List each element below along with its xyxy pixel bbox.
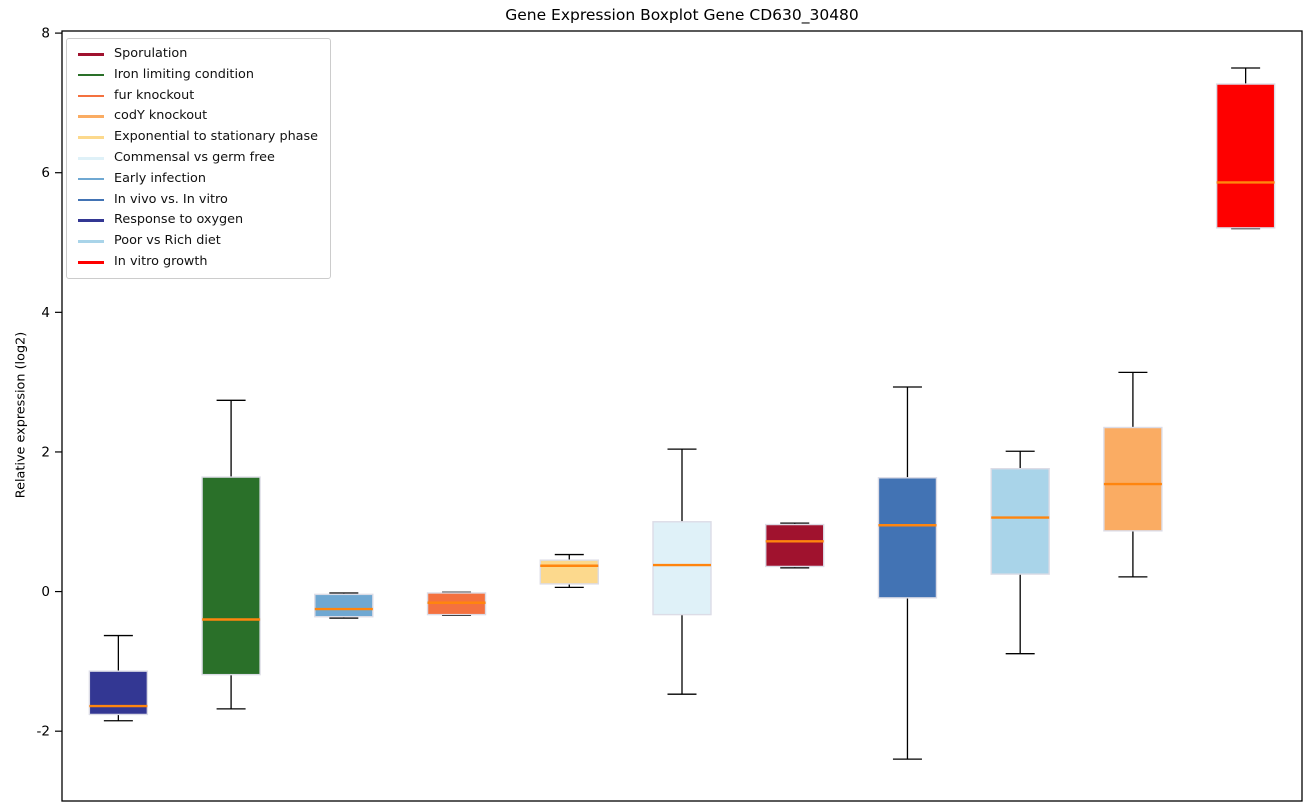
y-tick-label: 8 [41, 26, 50, 42]
legend-swatch-line [78, 177, 104, 181]
legend-label: fur knockout [114, 87, 195, 103]
box-in-vitro-growth [1215, 83, 1276, 229]
legend-item: Sporulation [78, 44, 318, 65]
box-response-to-oxygen [88, 670, 149, 716]
box-commensal-vs-germ-free [652, 521, 712, 616]
box-iron-limiting-condition [201, 476, 261, 676]
plot-frame [61, 30, 1303, 802]
legend-label: In vitro growth [114, 253, 208, 269]
y-tick-label: 2 [41, 444, 50, 460]
legend-item: Early infection [78, 169, 318, 190]
y-tick-label: -2 [37, 724, 50, 740]
legend-swatch-line [78, 240, 104, 243]
legend: Sporulation Iron limiting condition fur kn… [66, 38, 332, 279]
box-poor-vs-rich-diet [990, 468, 1050, 575]
legend-item: In vitro growth [78, 252, 318, 273]
legend-swatch-line [78, 157, 104, 160]
legend-item: In vivo vs. In vitro [78, 190, 318, 211]
y-axis-label: Relative expression (log2) [13, 331, 29, 499]
legend-swatch-line [78, 115, 104, 119]
y-tick-label: 6 [41, 165, 50, 181]
legend-label: In vivo vs. In vitro [114, 191, 228, 207]
legend-label: Response to oxygen [114, 212, 244, 228]
legend-item: codY knockout [78, 106, 318, 127]
legend-item: Poor vs Rich diet [78, 231, 318, 252]
legend-swatch-line [78, 136, 104, 139]
legend-swatch-line [78, 94, 104, 98]
y-tick-label: 4 [41, 305, 50, 321]
legend-label: Early infection [114, 170, 206, 186]
legend-swatch-line [78, 261, 104, 264]
box-early-infection [314, 593, 374, 618]
legend-label: codY knockout [114, 108, 208, 124]
legend-item: Response to oxygen [78, 210, 318, 231]
box-sporulation [765, 523, 825, 568]
legend-swatch-line [78, 198, 104, 202]
y-tick-label: 0 [41, 584, 50, 600]
legend-label: Iron limiting condition [114, 66, 254, 82]
box-in-vivo-vs-in-vitro [877, 477, 938, 599]
legend-label: Poor vs Rich diet [114, 233, 221, 249]
chart-title: Gene Expression Boxplot Gene CD630_30480 [505, 6, 859, 24]
legend-item: Iron limiting condition [78, 65, 318, 86]
box-exponential-to-stationary-phase [539, 559, 599, 585]
legend-item: Commensal vs germ free [78, 148, 318, 169]
legend-label: Commensal vs germ free [114, 149, 275, 165]
legend-item: fur knockout [78, 86, 318, 107]
legend-item: Exponential to stationary phase [78, 127, 318, 148]
legend-swatch-line [78, 219, 104, 223]
legend-swatch-line [78, 73, 104, 77]
legend-label: Sporulation [114, 46, 188, 61]
legend-swatch-line [78, 53, 104, 56]
box-cody-knockout [1103, 426, 1163, 532]
legend-label: Exponential to stationary phase [114, 129, 319, 145]
